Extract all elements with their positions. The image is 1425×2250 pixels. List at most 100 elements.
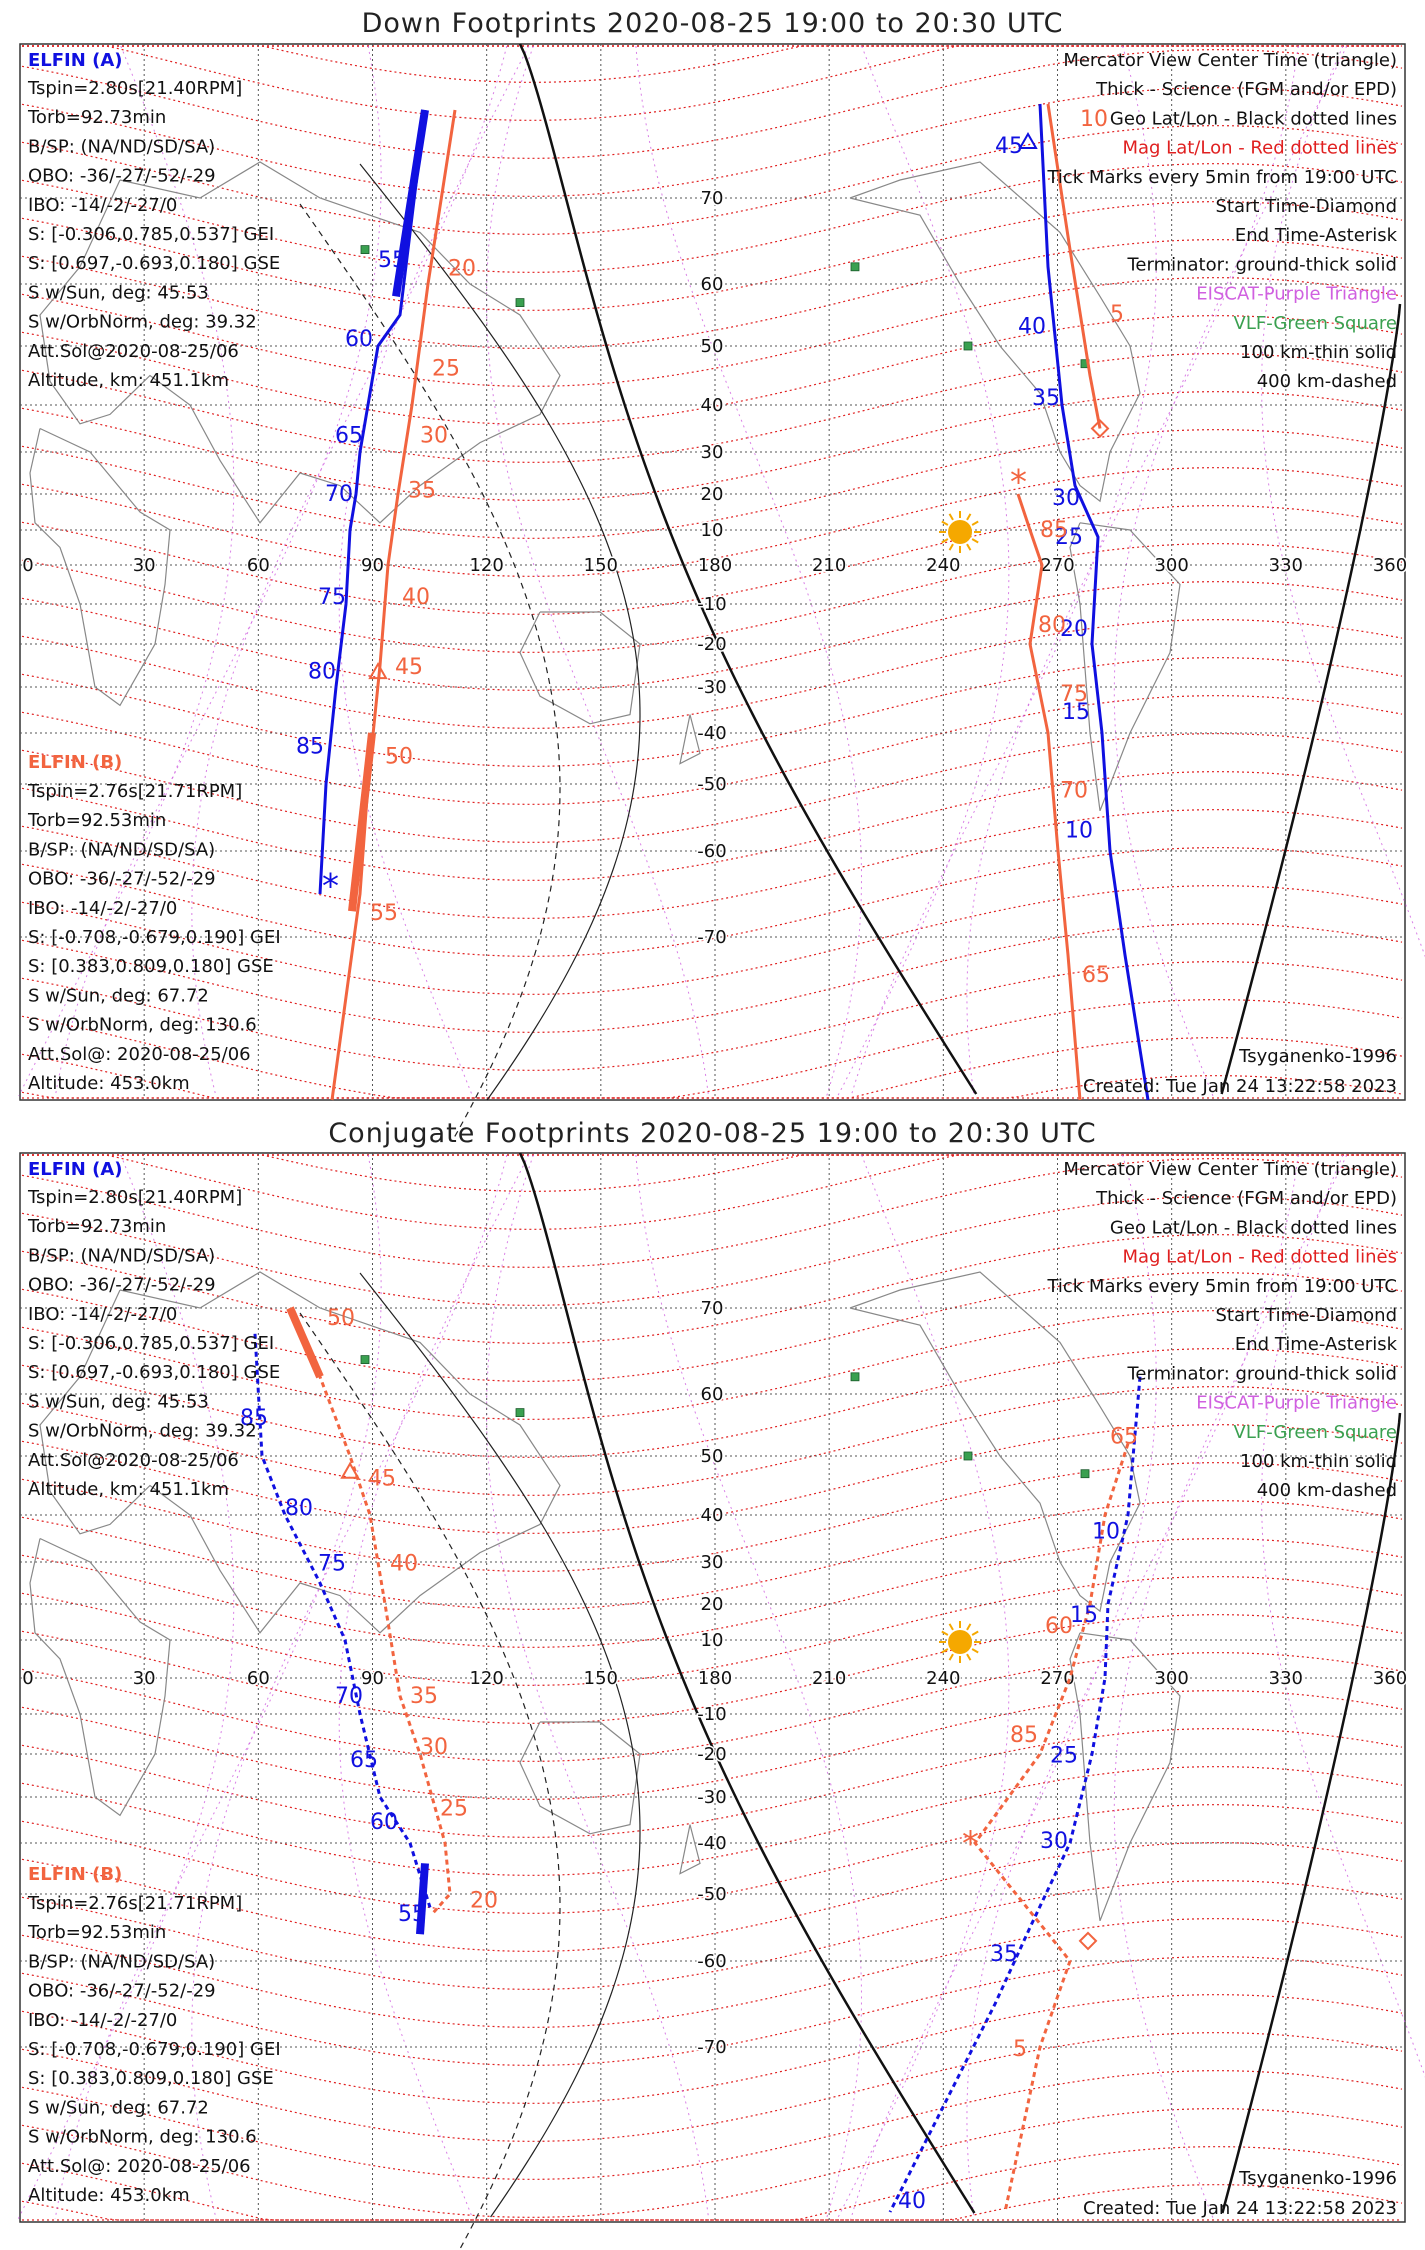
legend-entry: 400 km-dashed bbox=[1257, 1480, 1397, 1501]
track-tick-label-a: 45 bbox=[995, 134, 1023, 159]
elfin-b-track-west bbox=[330, 109, 457, 1101]
geo-grid bbox=[20, 44, 1405, 1100]
mag-lat-line bbox=[21, 353, 1403, 463]
sun-icon bbox=[939, 511, 981, 553]
track-tick-label-b: 10 bbox=[1080, 107, 1108, 132]
elfin-b-param: B/SP: (NA/ND/SD/SA) bbox=[28, 1951, 215, 1972]
map-frame bbox=[19, 1152, 1406, 2223]
sun-ray bbox=[941, 1648, 949, 1654]
mag-lat-line bbox=[21, 1766, 1403, 1876]
track-tick-label-a: 65 bbox=[335, 424, 363, 449]
elfin-b-param: Altitude: 453.0km bbox=[28, 1073, 190, 1094]
lat-tick-label: 70 bbox=[701, 1298, 724, 1319]
elfin-b-param: Tspin=2.76s[21.71RPM] bbox=[27, 781, 242, 802]
track-tick-label-b: 60 bbox=[1045, 1614, 1073, 1639]
lon-tick-label: 270 bbox=[1040, 1668, 1074, 1689]
mag-lon-line bbox=[338, 1154, 530, 2220]
mag-lat-line bbox=[21, 1037, 1403, 1099]
track-tick-label-b: 40 bbox=[390, 1551, 418, 1576]
mag-lon-line bbox=[966, 45, 1299, 1097]
mag-lat-line bbox=[21, 163, 1403, 273]
track-tick-label-b: 30 bbox=[420, 424, 448, 449]
start-diamond-b bbox=[1078, 1931, 1098, 1951]
lon-tick-label: 150 bbox=[584, 1668, 618, 1689]
legend-entry: Mag Lat/Lon - Red dotted lines bbox=[1122, 138, 1397, 159]
elfin-a-param: Altitude, km: 451.1km bbox=[28, 370, 229, 391]
lat-tick-label: 10 bbox=[701, 520, 724, 541]
legend-entry: Start Time-Diamond bbox=[1215, 196, 1397, 217]
track-tick-label-a: 80 bbox=[285, 1496, 313, 1521]
lat-tick-label: 50 bbox=[701, 1446, 724, 1467]
vlf-square bbox=[850, 262, 860, 272]
mag-lon-line bbox=[850, 1154, 1157, 2220]
track-tick-label-a: 75 bbox=[318, 585, 346, 610]
elfin-b-param: S w/OrbNorm, deg: 130.6 bbox=[28, 1015, 257, 1036]
lon-tick-label: 180 bbox=[698, 1668, 732, 1689]
mag-lat-line bbox=[21, 1880, 1403, 1990]
lon-tick-label: 0 bbox=[22, 555, 33, 576]
mag-lat-line bbox=[21, 771, 1403, 881]
track-tick-label-a: 70 bbox=[335, 1684, 363, 1709]
elfin-a-param: OBO: -36/-27/-52/-29 bbox=[28, 1275, 216, 1296]
mag-lat-line bbox=[21, 619, 1403, 729]
lat-tick-label: -60 bbox=[697, 841, 726, 862]
elfin-b-info: ELFIN (B) Tspin=2.76s[21.71RPM] Torb=92.53… bbox=[27, 1864, 281, 2206]
legend-entry: EISCAT-Purple Triangle bbox=[1196, 1393, 1397, 1414]
elfin-b-track-east-south bbox=[1016, 493, 1082, 1101]
elfin-b-param: S: [0.383,0.809,0.180] GSE bbox=[28, 2068, 274, 2089]
elfin-a-param: S: [0.697,-0.693,0.180] GSE bbox=[28, 253, 280, 274]
lat-tick-label: -20 bbox=[697, 1744, 726, 1765]
track-tick-label-b: 85 bbox=[1010, 1723, 1038, 1748]
mag-lat-line bbox=[21, 429, 1403, 539]
vlf-square bbox=[515, 1408, 525, 1417]
track-tick-label-b: 50 bbox=[327, 1306, 355, 1331]
center-time-triangle-b bbox=[340, 1461, 360, 1479]
mag-lon-line bbox=[1113, 1154, 1348, 2220]
mag-lat-line bbox=[21, 1690, 1403, 1800]
elfin-b-param: Att.Sol@: 2020-08-25/06 bbox=[28, 2156, 251, 2177]
terminator-line-east bbox=[1221, 1412, 1402, 2214]
track-tick-labels: 85 80 75 70 65 60 55 10 15 25 30 35 40 50 45 40 35 30 25 20… bbox=[240, 1306, 1138, 2214]
mag-lat-line bbox=[21, 1918, 1403, 2028]
down-footprints-panel: 0 30 60 90 120 150 180 210 240 270 300 330 360 70 60 50… bbox=[18, 43, 1425, 1141]
lon-tick-label: 240 bbox=[926, 555, 960, 576]
lon-tick-label: 180 bbox=[698, 555, 732, 576]
track-tick-label-a: 80 bbox=[308, 659, 336, 684]
elfin-b-param: Torb=92.53min bbox=[27, 810, 166, 831]
elfin-b-param: Att.Sol@: 2020-08-25/06 bbox=[28, 1044, 251, 1065]
legend-entry: 100 km-thin solid bbox=[1240, 1451, 1397, 1472]
mag-lat-line bbox=[21, 847, 1403, 957]
sun-ray bbox=[966, 543, 972, 551]
sun-ray bbox=[941, 520, 949, 526]
sun-ray bbox=[966, 1653, 972, 1661]
sun-disk bbox=[948, 520, 972, 544]
legend-entry: Start Time-Diamond bbox=[1215, 1305, 1397, 1326]
mag-lon-line bbox=[635, 1154, 863, 2220]
mag-lat-line bbox=[21, 1728, 1403, 1838]
mag-lat-line bbox=[21, 391, 1403, 501]
lat-tick-label: 60 bbox=[701, 274, 724, 295]
elfin-a-param: B/SP: (NA/ND/SD/SA) bbox=[28, 136, 215, 157]
mag-lat-line bbox=[21, 2070, 1403, 2180]
legend-entry: Geo Lat/Lon - Black dotted lines bbox=[1110, 108, 1397, 129]
sun-ray bbox=[971, 1648, 979, 1654]
elfin-a-param: Altitude, km: 451.1km bbox=[28, 1479, 229, 1500]
mag-lat-line bbox=[21, 49, 1403, 159]
satellite-tracks: * bbox=[253, 1306, 1142, 2213]
track-tick-label-a: 65 bbox=[350, 1748, 378, 1773]
legend-entry: End Time-Asterisk bbox=[1235, 225, 1398, 246]
track-tick-label-b: 65 bbox=[1110, 1425, 1138, 1450]
legend-entry: 100 km-thin solid bbox=[1240, 342, 1397, 363]
lat-tick-label: -60 bbox=[697, 1951, 726, 1972]
mag-lat-line bbox=[21, 1842, 1403, 1952]
track-tick-label-b: 5 bbox=[1110, 302, 1124, 327]
elfin-a-param: S: [-0.306,0.785,0.537] GEI bbox=[28, 224, 274, 245]
terminator-line bbox=[518, 43, 978, 1095]
legend-entry: 400 km-dashed bbox=[1257, 371, 1397, 392]
mag-lat-line bbox=[21, 87, 1403, 197]
lat-tick-label: 10 bbox=[701, 1630, 724, 1651]
sun-disk bbox=[948, 1630, 972, 1654]
mag-lon-line bbox=[1261, 1154, 1425, 2078]
